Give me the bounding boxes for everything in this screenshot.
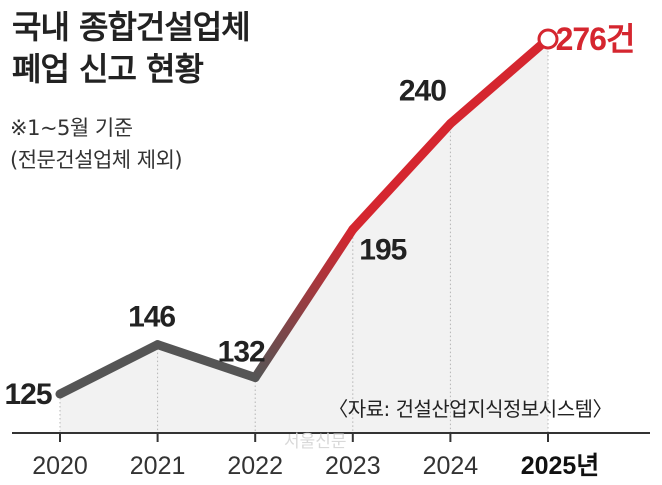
data-label-2023: 195 <box>359 233 406 266</box>
x-tick-label-2024: 2024 <box>423 452 479 480</box>
x-tick-label-2020: 2020 <box>32 452 88 480</box>
line-segment-2020 <box>55 340 163 399</box>
note-line-2: (전문건설업체 제외) <box>10 148 183 172</box>
end-point-marker <box>537 28 559 50</box>
x-tick-label-2022: 2022 <box>227 452 283 480</box>
chart-note: ※1~5월 기준 (전문건설업체 제외) <box>10 112 183 176</box>
line-segment-2024 <box>445 34 553 129</box>
data-label-2025년: 276건 <box>556 21 635 57</box>
line-segment-2022 <box>250 224 358 383</box>
area-fill <box>60 39 548 433</box>
source-note: 〈자료: 건설산업지식정보시스템〉 <box>328 397 612 421</box>
data-label-2022: 132 <box>218 336 265 369</box>
data-label-2021: 146 <box>128 301 175 334</box>
title-line-2: 폐업 신고 현황 <box>12 50 204 88</box>
data-label-2020: 125 <box>4 378 51 411</box>
note-line-1: ※1~5월 기준 <box>10 116 133 140</box>
x-tick-label-2021: 2021 <box>130 452 186 480</box>
x-tick-label-2025년: 2025년 <box>521 452 600 480</box>
x-tick-label-2023: 2023 <box>325 452 381 480</box>
data-label-2024: 240 <box>399 75 446 108</box>
title-line-1: 국내 종합건설업체 <box>12 8 251 46</box>
watermark: 서울신문 <box>284 432 347 452</box>
line-segment-2023 <box>348 119 455 234</box>
line-segment-2021 <box>153 340 260 383</box>
chart-title: 국내 종합건설업체 폐업 신고 현황 <box>12 6 251 90</box>
